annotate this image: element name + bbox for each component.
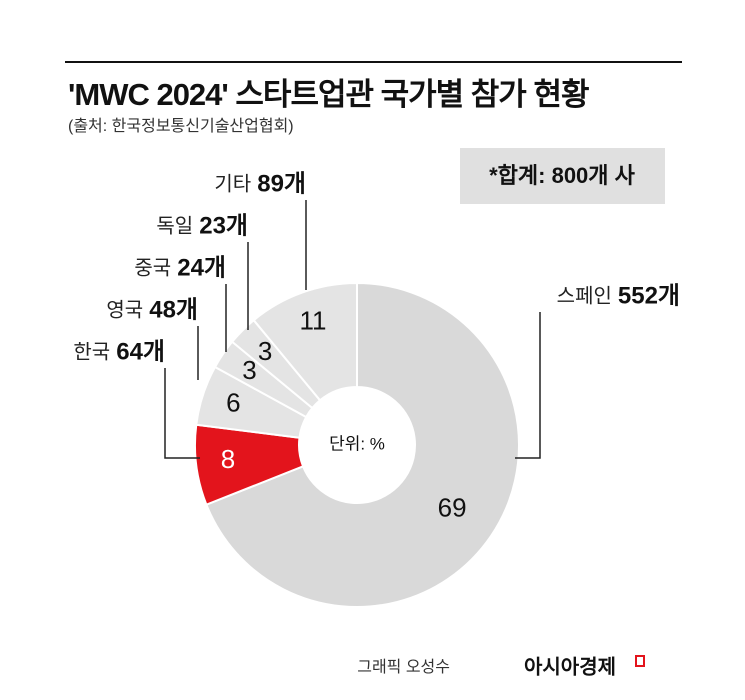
publisher-logo (635, 655, 645, 667)
leader-line (515, 312, 541, 459)
source: (출처: 한국정보통신기술산업협회) (68, 117, 294, 135)
unit-label: 단위: % (329, 434, 385, 453)
chart-title: 'MWC 2024' 스타트업관 국가별 참가 현황 (68, 77, 589, 112)
value-label: 6 (226, 388, 240, 418)
leader-line (164, 368, 200, 459)
publisher: 아시아경제 (524, 655, 616, 678)
value-label: 11 (299, 306, 326, 336)
total-box (460, 148, 665, 204)
total-label: *합계: 800개 사 (489, 163, 636, 188)
value-label: 8 (221, 444, 235, 474)
category-label: 스페인 (557, 284, 612, 307)
credit: 그래픽 오성수 (357, 658, 450, 676)
count-label: 64개 (116, 338, 165, 365)
donut-slice (252, 281, 358, 402)
category-label: 기타 (214, 172, 251, 195)
count-label: 23개 (199, 212, 248, 239)
count-label: 89개 (257, 170, 306, 197)
donut-slice (205, 281, 520, 608)
count-label: 48개 (149, 296, 198, 323)
value-label: 3 (258, 336, 272, 366)
category-label: 한국 (73, 340, 110, 363)
value-label: 3 (242, 355, 256, 385)
category-label: 영국 (106, 298, 143, 321)
count-label: 552개 (618, 282, 680, 309)
value-label: 69 (438, 493, 467, 523)
category-label: 독일 (156, 214, 193, 237)
count-label: 24개 (177, 254, 226, 281)
category-label: 중국 (134, 257, 171, 279)
